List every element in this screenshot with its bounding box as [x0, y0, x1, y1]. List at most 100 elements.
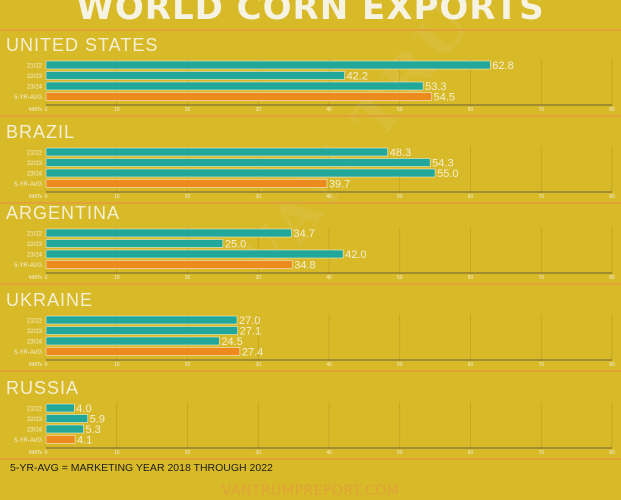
x-tick-label: 30	[255, 362, 261, 368]
category-label: 5-YR-AVG	[14, 95, 42, 101]
axis-unit-label: MMTs	[29, 275, 43, 281]
value-label: 39.7	[329, 179, 350, 191]
value-label: 54.5	[434, 92, 455, 104]
x-tick-label: 70	[538, 450, 544, 456]
footnote: 5-YR-AVG = MARKETING YEAR 2018 THROUGH 2…	[10, 462, 273, 474]
value-label: 4.0	[76, 403, 91, 415]
x-tick-label: 60	[468, 450, 474, 456]
year-bar	[45, 168, 436, 178]
year-bar	[45, 403, 75, 413]
value-label: 5.9	[90, 414, 105, 426]
avg-bar	[45, 260, 293, 269]
x-tick-label: 0	[45, 450, 48, 456]
axis-unit-label: MMTs	[29, 107, 43, 113]
value-label: 25.0	[225, 239, 246, 251]
x-tick-label: 20	[185, 107, 191, 113]
x-tick-label: 80	[609, 275, 615, 281]
avg-bar	[45, 179, 328, 188]
website-credit: VANTRUMPREPORT.COM	[221, 483, 400, 499]
x-tick-label: 30	[255, 107, 261, 113]
x-tick-label: 70	[538, 275, 544, 281]
x-tick-label: 10	[114, 107, 120, 113]
x-tick-label: 40	[326, 362, 332, 368]
year-bar	[45, 228, 292, 238]
value-label: 54.3	[432, 158, 453, 170]
x-tick-label: 40	[326, 107, 332, 113]
x-tick-label: 10	[114, 362, 120, 368]
category-label: 21/22	[27, 407, 43, 413]
x-tick-label: 50	[397, 362, 403, 368]
country-panel-brazil: BRAZIL 21/22 48.3 22/23 54.3 23/24 55.0 5-YR-AV…	[0, 122, 621, 204]
avg-bar	[45, 347, 241, 356]
year-bar	[45, 60, 491, 70]
category-label: 23/24	[27, 253, 43, 259]
chart-title: WORLD CORN EXPORTS	[76, 0, 545, 28]
x-tick-label: 80	[609, 450, 615, 456]
x-tick-label: 0	[45, 362, 48, 368]
country-label: BRAZIL	[6, 122, 75, 142]
corn-exports-chart: UNITED STATES 21/22 62.8 22/23 42.2 23/24 53.3…	[0, 29, 621, 460]
category-label: 22/23	[27, 417, 43, 423]
value-label: 42.2	[347, 71, 368, 83]
avg-bar	[45, 435, 76, 444]
country-label: UKRAINE	[6, 290, 93, 310]
value-label: 48.3	[390, 147, 411, 159]
axis-unit-label: MMTs	[29, 450, 43, 456]
year-bar	[45, 158, 431, 167]
year-bar	[45, 239, 224, 248]
x-tick-label: 0	[45, 194, 48, 200]
country-panel-united-states: UNITED STATES 21/22 62.8 22/23 42.2 23/24 53.3…	[0, 35, 621, 117]
country-label: RUSSIA	[6, 378, 79, 398]
avg-bar	[45, 92, 432, 101]
category-label: 21/22	[27, 319, 43, 325]
value-label: 24.5	[221, 336, 242, 348]
category-label: 21/22	[27, 64, 43, 70]
x-tick-label: 80	[609, 362, 615, 368]
x-tick-label: 70	[538, 107, 544, 113]
x-tick-label: 80	[609, 107, 615, 113]
x-tick-label: 50	[397, 107, 403, 113]
value-label: 53.3	[425, 81, 446, 93]
value-label: 4.1	[77, 435, 92, 447]
x-tick-label: 0	[45, 275, 48, 281]
x-tick-label: 40	[326, 275, 332, 281]
x-tick-label: 10	[114, 275, 120, 281]
country-label: ARGENTINA	[6, 203, 120, 223]
category-label: 23/24	[27, 85, 43, 91]
x-tick-label: 70	[538, 194, 544, 200]
category-label: 5-YR-AVG	[14, 263, 42, 269]
x-tick-label: 50	[397, 275, 403, 281]
year-bar	[45, 414, 89, 423]
category-label: 5-YR-AVG	[14, 438, 42, 444]
axis-unit-label: MMTs	[29, 194, 43, 200]
x-tick-label: 50	[397, 194, 403, 200]
value-label: 42.0	[345, 249, 366, 261]
category-label: 21/22	[27, 151, 43, 157]
x-tick-label: 20	[185, 450, 191, 456]
x-tick-label: 20	[185, 362, 191, 368]
category-label: 5-YR-AVG	[14, 350, 42, 356]
x-tick-label: 60	[468, 107, 474, 113]
x-tick-label: 40	[326, 450, 332, 456]
x-tick-label: 10	[114, 194, 120, 200]
year-bar	[45, 424, 84, 434]
x-tick-label: 20	[185, 275, 191, 281]
x-tick-label: 30	[255, 194, 261, 200]
axis-unit-label: MMTs	[29, 362, 43, 368]
value-label: 34.7	[294, 228, 315, 240]
category-label: 22/23	[27, 74, 43, 80]
year-bar	[45, 315, 238, 325]
value-label: 34.8	[294, 260, 315, 272]
value-label: 27.1	[240, 326, 261, 338]
x-tick-label: 60	[468, 362, 474, 368]
value-label: 55.0	[437, 168, 458, 180]
x-tick-label: 80	[609, 194, 615, 200]
value-label: 5.3	[85, 424, 100, 436]
x-tick-label: 40	[326, 194, 332, 200]
category-label: 23/24	[27, 340, 43, 346]
x-tick-label: 60	[468, 275, 474, 281]
year-bar	[45, 71, 345, 80]
x-tick-label: 50	[397, 450, 403, 456]
category-label: 23/24	[27, 428, 43, 434]
country-panel-russia: RUSSIA 21/22 4.0 22/23 5.9 23/24 5.3 5-YR-AVG 4.…	[0, 378, 621, 460]
